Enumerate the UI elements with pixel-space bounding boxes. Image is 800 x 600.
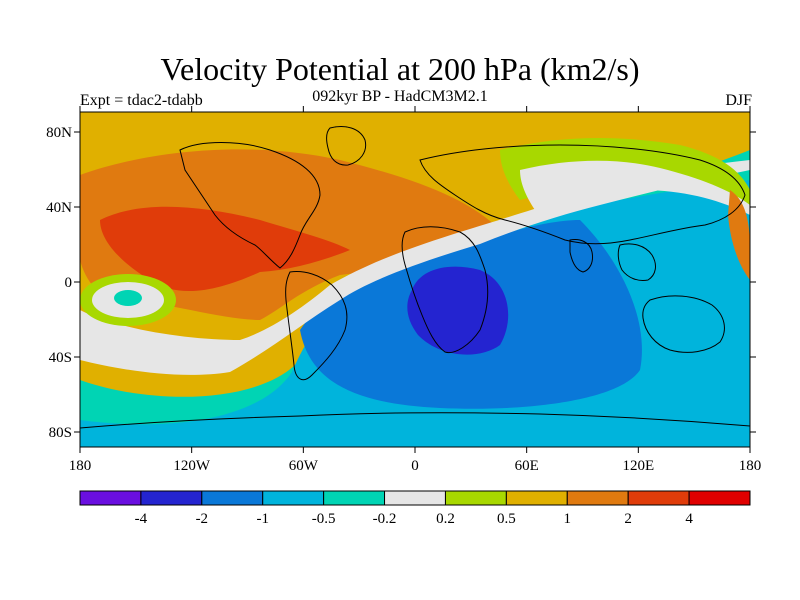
velocity-potential-field xyxy=(80,112,750,447)
colorbar-box xyxy=(384,490,446,506)
colorbar-box xyxy=(262,490,325,506)
season-label: DJF xyxy=(725,92,752,109)
contour-zero-north xyxy=(520,160,750,215)
coast-greenland xyxy=(326,126,367,166)
coast-india xyxy=(569,239,593,273)
experiment-label: Expt = tdac2-tdabb xyxy=(80,92,203,109)
lat-tick-label: 40S xyxy=(49,350,72,366)
colorbar-box xyxy=(323,490,386,506)
colorbar-label: 0.2 xyxy=(436,511,455,527)
coast-southeast-asia xyxy=(617,243,656,281)
coastlines xyxy=(80,126,750,429)
lon-tick-label: 120W xyxy=(173,458,211,474)
colorbar-label: -2 xyxy=(196,511,209,527)
colorbar-box xyxy=(627,490,690,506)
colorbar-box xyxy=(505,490,568,506)
colorbar-label: 4 xyxy=(685,511,693,527)
lon-tick-label: 180 xyxy=(739,458,762,474)
colorbar-label: 2 xyxy=(624,511,632,527)
colorbar-label: -0.2 xyxy=(373,511,397,527)
coast-south-america xyxy=(285,271,348,381)
latitude-axis: 80N 40N 0 40S 80S xyxy=(46,125,756,441)
colorbar-box xyxy=(201,490,264,506)
lon-tick-label: 60W xyxy=(289,458,319,474)
lon-tick-label: 60E xyxy=(515,458,539,474)
coast-africa xyxy=(401,226,489,354)
contour-pos-2-east xyxy=(728,190,750,280)
lat-tick-label: 40N xyxy=(46,200,72,216)
colorbar-box xyxy=(140,490,203,506)
colorbar-box xyxy=(79,490,142,506)
colorbar-box xyxy=(566,490,629,506)
coast-antarctica xyxy=(80,412,750,429)
colorbar-label: -1 xyxy=(256,511,269,527)
lat-tick-label: 80S xyxy=(49,425,72,441)
colorbar-box xyxy=(688,490,751,506)
map-subtitle: 092kyr BP - HadCM3M2.1 xyxy=(312,88,488,105)
lat-tick-label: 0 xyxy=(65,275,73,291)
colorbar-box xyxy=(444,490,507,506)
colorbar-label: -0.5 xyxy=(312,511,336,527)
lon-tick-label: 180 xyxy=(69,458,92,474)
contour-pos-4 xyxy=(100,206,350,292)
lon-tick-label: 0 xyxy=(411,458,419,474)
map-title: Velocity Potential at 200 hPa (km2/s) xyxy=(160,51,640,87)
coast-australia xyxy=(642,295,725,353)
colorbar-label: -4 xyxy=(135,511,148,527)
colorbar-label: 0.5 xyxy=(497,511,516,527)
lon-tick-label: 120E xyxy=(622,458,654,474)
colorbar: -4 -2 -1 -0.5 -0.2 0.2 0.5 1 2 4 xyxy=(79,490,751,527)
coast-eurasia xyxy=(419,144,746,245)
contour-neg-2 xyxy=(407,266,509,355)
colorbar-label: 1 xyxy=(564,511,572,527)
longitude-axis: 180 120W 60W 0 60E 120E 180 xyxy=(69,106,762,474)
contour-neg-0.2-ring xyxy=(114,290,142,306)
lat-tick-label: 80N xyxy=(46,125,72,141)
coast-north-america xyxy=(179,142,321,269)
